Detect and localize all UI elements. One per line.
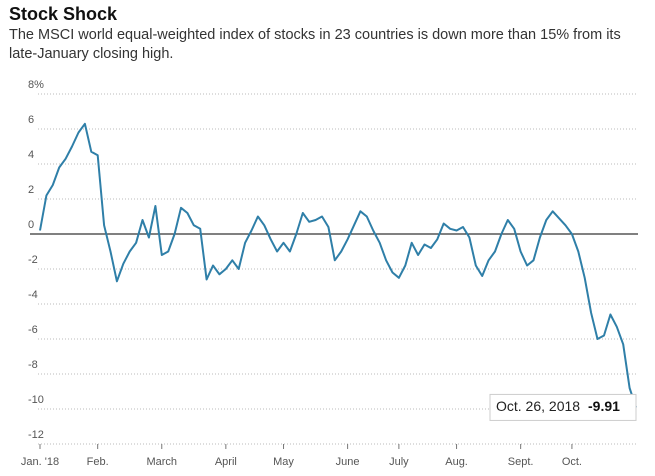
header: Stock Shock The MSCI world equal-weighte…: [9, 2, 639, 64]
y-tick-label: 6: [28, 114, 34, 126]
data-line: [39, 122, 637, 408]
y-tick-label: 0: [28, 219, 34, 231]
y-tick-label: 4: [28, 149, 34, 161]
annotation-value: -9.91: [588, 398, 620, 414]
x-tick-label: Oct.: [562, 456, 582, 468]
y-tick-label: -8: [28, 359, 38, 371]
x-tick-label: April: [215, 456, 237, 468]
y-tick-label: 2: [28, 184, 34, 196]
annotation-box: [489, 393, 637, 421]
x-tick-label: Feb.: [87, 456, 109, 468]
y-tick-label: 8%: [28, 79, 44, 91]
x-tick-label: Jan. '18: [21, 456, 59, 468]
chart-title: Stock Shock: [9, 4, 118, 24]
annotation: Oct. 26, 2018 -9.91: [489, 393, 637, 421]
y-tick-label: -4: [28, 289, 38, 301]
y-tick-label: -10: [28, 394, 44, 406]
x-tick-label: July: [389, 456, 409, 468]
x-tick-label: Sept.: [508, 456, 534, 468]
y-tick-label: -12: [28, 429, 44, 441]
annotation-date: Oct. 26, 2018: [496, 398, 580, 414]
x-tick-label: March: [146, 456, 177, 468]
y-tick-label: -6: [28, 324, 38, 336]
y-tick-label: -2: [28, 254, 38, 266]
x-tick-label: Aug.: [445, 456, 468, 468]
chart-subtitle: The MSCI world equal-weighted index of s…: [9, 27, 621, 62]
x-tick-label: June: [336, 456, 360, 468]
x-tick-label: May: [273, 456, 294, 468]
